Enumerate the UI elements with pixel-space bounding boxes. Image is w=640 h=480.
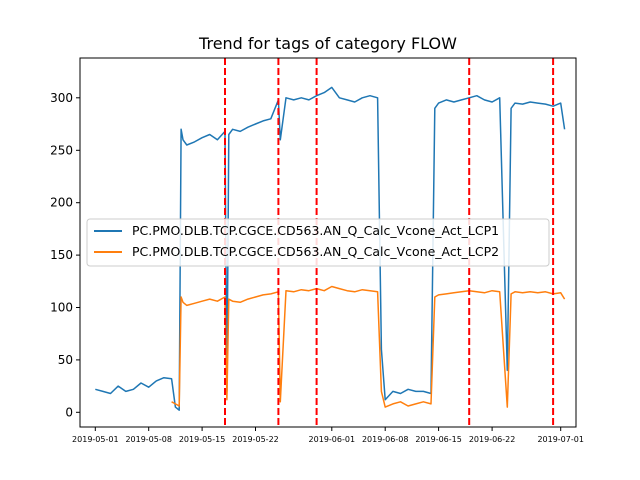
x-axis: 2019-05-01 2019-05-08 2019-05-15 2019-05-22… — [72, 427, 584, 444]
y-tick-label: 50 — [58, 353, 73, 367]
x-tick-label: 2019-07-01 — [537, 435, 584, 444]
legend-box — [86, 218, 550, 267]
plot-frame — [79, 57, 577, 428]
x-tick-label: 2019-05-01 — [72, 435, 119, 444]
chart-title: Trend for tags of category FLOW — [198, 34, 457, 53]
legend: PC.PMO.DLB.TCP.CGCE.CD563.AN_Q_Calc_Vcon… — [86, 218, 550, 267]
x-tick-label: 2019-06-08 — [362, 435, 409, 444]
y-tick-label: 100 — [50, 301, 73, 315]
x-tick-label: 2019-05-22 — [232, 435, 279, 444]
x-tick-label: 2019-05-08 — [125, 435, 172, 444]
series-line-1 — [95, 86, 566, 411]
y-tick-label: 300 — [50, 91, 73, 105]
x-tick-label: 2019-06-01 — [309, 435, 356, 444]
legend-label-2: PC.PMO.DLB.TCP.CGCE.CD563.AN_Q_Calc_Vcon… — [132, 244, 499, 259]
y-tick-label: 0 — [65, 405, 73, 419]
x-tick-label: 2019-06-15 — [415, 435, 462, 444]
y-tick-label: 200 — [50, 196, 73, 210]
x-tick-label: 2019-05-15 — [179, 435, 226, 444]
legend-label-1: PC.PMO.DLB.TCP.CGCE.CD563.AN_Q_Calc_Vcon… — [132, 223, 499, 238]
y-tick-label: 150 — [50, 248, 73, 262]
x-tick-label: 2019-06-22 — [469, 435, 516, 444]
y-tick-label: 250 — [50, 143, 73, 157]
y-axis: 0 50 100 150 200 250 300 — [50, 91, 80, 419]
